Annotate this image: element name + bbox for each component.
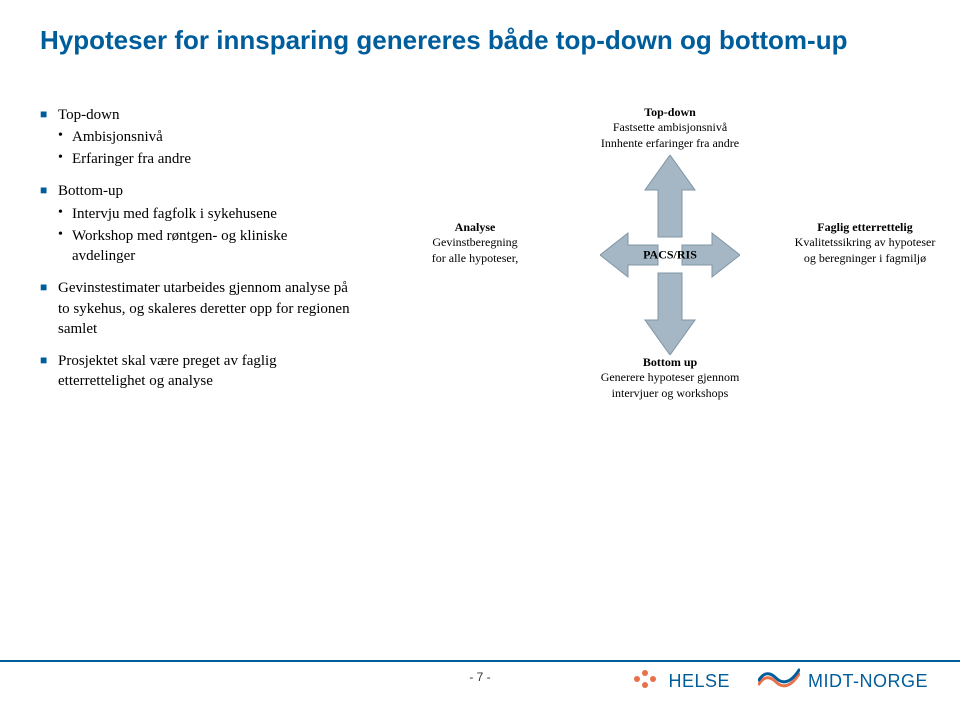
list-item-label: Prosjektet skal være preget av faglig et…	[58, 353, 277, 389]
footer-logo: HELSE MIDT-NORGE	[630, 668, 928, 695]
bullet-list: Top-down Ambisjonsnivå Erfaringer fra an…	[40, 105, 350, 392]
diagram-bottom-line2: Generere hypoteser gjennom	[601, 370, 740, 384]
diagram-right-title: Faglig etterrettelig	[817, 220, 912, 234]
list-item-label: Top-down	[58, 107, 119, 123]
diagram-top-title: Top-down	[644, 105, 696, 119]
footer: - 7 - HELSE	[0, 660, 960, 720]
diagram-label-top: Top-down Fastsette ambisjonsnivå Innhent…	[560, 105, 780, 152]
list-item-label: Bottom-up	[58, 183, 123, 199]
page-root: Hypoteser for innsparing genereres både …	[0, 0, 960, 720]
bullet-column: Top-down Ambisjonsnivå Erfaringer fra an…	[40, 105, 370, 404]
diagram-label-left: Analyse Gevinstberegning for alle hypote…	[400, 220, 550, 267]
diagram-left-title: Analyse	[455, 220, 496, 234]
logo-midtnorge: MIDT-NORGE	[758, 668, 928, 695]
sub-item-label: Workshop med røntgen- og kliniske avdeli…	[72, 228, 287, 264]
sub-list: Intervju med fagfolk i sykehusene Worksh…	[58, 204, 350, 267]
diagram-right-line2: Kvalitetssikring av hypoteser	[795, 235, 936, 249]
midtnorge-wave-icon	[758, 668, 800, 695]
list-item: Workshop med røntgen- og kliniske avdeli…	[58, 226, 350, 267]
diagram-left-line2: Gevinstberegning	[432, 235, 517, 249]
logo-helse-text: HELSE	[668, 671, 730, 692]
sub-item-label: Intervju med fagfolk i sykehusene	[72, 206, 277, 222]
sub-item-label: Ambisjonsnivå	[72, 129, 163, 145]
diagram-top-line2: Fastsette ambisjonsnivå	[613, 120, 727, 134]
diagram-right-line3: og beregninger i fagmiljø	[804, 251, 926, 265]
page-title: Hypoteser for innsparing genereres både …	[40, 24, 920, 57]
cross-shape-wrap: PACS/RIS	[600, 155, 740, 355]
sub-list: Ambisjonsnivå Erfaringer fra andre	[58, 127, 350, 170]
list-item: Top-down Ambisjonsnivå Erfaringer fra an…	[40, 105, 350, 170]
list-item-label: Gevinstestimater utarbeides gjennom anal…	[58, 280, 350, 337]
list-item: Prosjektet skal være preget av faglig et…	[40, 351, 350, 392]
list-item: Ambisjonsnivå	[58, 127, 350, 147]
list-item: Gevinstestimater utarbeides gjennom anal…	[40, 278, 350, 339]
diagram-bottom-line3: intervjuer og workshops	[612, 386, 729, 400]
diagram-center-label: PACS/RIS	[643, 247, 697, 262]
sub-item-label: Erfaringer fra andre	[72, 151, 191, 167]
logo-mn-text: MIDT-NORGE	[808, 671, 928, 692]
diagram-label-right: Faglig etterrettelig Kvalitetssikring av…	[770, 220, 960, 267]
logo-helse: HELSE	[630, 668, 730, 695]
page-number: - 7 -	[469, 670, 490, 684]
list-item: Bottom-up Intervju med fagfolk i sykehus…	[40, 181, 350, 266]
footer-divider	[0, 660, 960, 662]
content-row: Top-down Ambisjonsnivå Erfaringer fra an…	[40, 105, 920, 435]
list-item: Erfaringer fra andre	[58, 149, 350, 169]
diagram-top-line3: Innhente erfaringer fra andre	[601, 136, 739, 150]
diagram-left-line3: for alle hypoteser,	[432, 251, 518, 265]
diagram-area: Top-down Fastsette ambisjonsnivå Innhent…	[370, 105, 920, 435]
list-item: Intervju med fagfolk i sykehusene	[58, 204, 350, 224]
helse-cross-icon	[630, 668, 660, 695]
diagram-bottom-title: Bottom up	[643, 355, 697, 369]
diagram-label-bottom: Bottom up Generere hypoteser gjennom int…	[560, 355, 780, 402]
